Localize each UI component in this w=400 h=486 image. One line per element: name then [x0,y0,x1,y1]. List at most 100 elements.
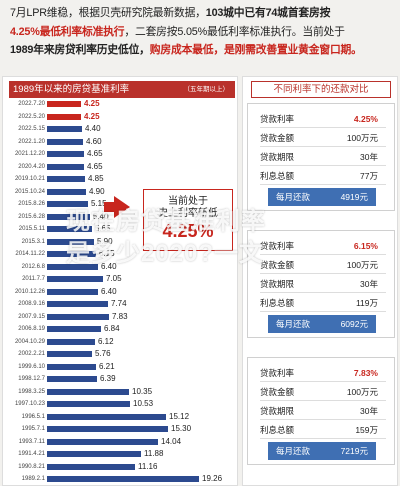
rate-bar-row: 2021.12.20 4.65 [3,149,239,159]
rate-bar-date: 1997.10.23 [14,401,45,407]
monthly-payment-label: 每月还款 [276,446,311,456]
rate-bar [47,413,166,420]
rate-bar-date: 1989.2.1 [21,476,45,482]
rate-bar-date: 1998.12.7 [18,376,45,382]
rate-bar-value: 5.15 [91,199,107,208]
rate-bar-row: 1996.5.1 15.12 [3,412,239,422]
rate-bar-value: 6.12 [98,336,114,346]
repayment-card-value: 100万元 [346,387,378,397]
rate-bar-value: 5.65 [95,224,111,233]
intro-line3-a: 1989年来房贷利率历史低位， [10,44,150,56]
rate-bar [47,163,84,170]
rate-bar-date: 2012.6.8 [21,263,45,270]
repayment-card-row: 贷款利率 7.83% [260,364,386,382]
rate-bar-date: 1993.7.11 [18,438,45,445]
monthly-payment-bar: 每月还款 7219元 [268,442,376,460]
rate-bar-row: 2022.1.20 4.60 [3,137,239,147]
rate-bar [47,188,86,195]
callout-line1: 当前处于 [168,196,208,207]
rate-bar-row: 1997.10.23 10.53 [3,399,239,409]
rate-bar-date: 2002.2.21 [18,351,45,357]
repayment-card-row: 贷款金额 100万元 [260,129,386,147]
rate-bar-row: 2015.8.26 5.15 [3,199,239,209]
repayment-card-value: 30年 [360,406,378,416]
monthly-payment-value: 7219元 [340,446,368,456]
rate-bar-row: 2015.6.28 5.40 [3,212,239,222]
repayment-card-label: 贷款金额 [260,133,295,143]
rate-bar-value: 5.40 [93,211,109,221]
repayment-card-value: 6.15% [353,241,378,251]
intro-line2-a: 4.25%最低利率标准执行 [10,25,125,38]
rate-bar-date: 2022.5.20 [18,113,45,120]
rate-history-unit: （五年期以上） [183,86,230,93]
rate-bar [47,138,83,145]
rate-bar-value: 4.60 [86,136,102,146]
rate-bar-date: 2020.4.20 [18,163,45,170]
rate-bar-value: 6.40 [101,261,117,271]
rate-bar-row: 2006.8.19 6.84 [3,324,239,334]
intro-text: 7月LPR维稳，根据贝壳研究院最新数据，103城中已有74城首套房按 4.25%… [10,4,392,60]
rate-bar-date: 2015.10.24 [14,188,45,195]
monthly-payment-label: 每月还款 [276,192,311,202]
repayment-card-value: 159万 [355,425,378,435]
rate-bar-row: 2015.5.11 5.65 [3,224,239,234]
repayment-card-label: 贷款利率 [260,368,295,378]
rate-bar-date: 2015.5.11 [18,226,45,232]
rate-bar [47,301,108,307]
watermark-line2: 是多少2020?一文 [66,240,265,267]
rate-bar-date: 2014.11.22 [15,251,45,257]
rate-bar-value: 7.83 [112,311,128,321]
rate-bar [47,338,95,345]
rate-bar-value: 11.16 [138,461,158,471]
repayment-card-label: 贷款金额 [260,387,295,397]
rate-bar-value: 6.39 [100,374,116,383]
repayment-card-value: 100万元 [346,133,378,143]
rate-bar-row: 1998.12.7 6.39 [3,374,239,384]
repayment-card-label: 利息总额 [260,171,295,181]
rate-bar-value: 11.88 [144,449,164,458]
repayment-card-row: 利息总额 77万 [260,167,386,185]
rate-bar-value: 4.90 [89,186,105,196]
rate-bar-date: 2019.10.21 [14,176,45,182]
callout-line2: 史上利率新低 [158,208,218,219]
rate-bar-value: 4.85 [88,174,104,183]
repayment-compare-title: 不同利率下的还款对比 [251,81,391,98]
rate-bar-date: 2006.8.19 [18,326,45,332]
rate-bar [47,113,81,120]
rate-bar-value: 6.15 [99,249,115,258]
rate-bar [47,126,82,132]
repayment-card-value: 100万元 [346,260,378,270]
monthly-payment-value: 6092元 [340,319,368,329]
repayment-card-value: 30年 [360,152,378,162]
rate-history-panel: 1989年以来的房贷基准利率 （五年期以上） 2022.7.20 4.25 2022… [2,76,238,486]
intro-line3-b: 购房成本最低，是刚需改善置业黄金窗口期。 [149,44,362,56]
repayment-card-value: 4.25% [353,114,378,124]
repayment-card-row: 贷款利率 4.25% [260,110,386,128]
rate-bar-row: 1995.7.1 15.30 [3,424,239,434]
rate-bar-value: 10.35 [132,386,153,396]
repayment-card-row: 贷款利率 6.15% [260,237,386,255]
rate-bar [47,438,158,445]
watermark-line1: 现在房贷基准利率 [66,208,266,235]
rate-bar-value: 4.65 [87,149,103,158]
rate-history-title: 1989年以来的房贷基准利率 （五年期以上） [9,81,235,98]
rate-bar-date: 2015.8.26 [18,201,45,207]
repayment-card: 贷款利率 6.15% 贷款金额 100万元 贷款期限 30年 利息总额 119万 每月还款 609… [247,230,395,338]
rate-bar [47,313,109,320]
rate-bar-date: 2022.1.20 [18,138,45,145]
rate-bar-row: 2022.7.20 4.25 [3,99,239,109]
rate-bar [47,276,103,282]
rate-bar-date: 2022.5.15 [18,126,45,132]
rate-bar-row: 2022.5.15 4.40 [3,124,239,134]
rate-bar [47,251,96,257]
rate-bar [47,376,97,382]
rate-bar-value: 4.25 [84,111,100,121]
rate-bar-date: 2004.10.29 [14,338,45,345]
rate-history-title-text: 1989年以来的房贷基准利率 [13,84,130,95]
rate-bar-value: 4.65 [87,161,103,171]
rate-bar-row: 2015.10.24 4.90 [3,187,239,197]
repayment-card-label: 贷款期限 [260,152,295,162]
repayment-card-value: 7.83% [353,368,378,378]
repayment-card: 贷款利率 4.25% 贷款金额 100万元 贷款期限 30年 利息总额 77万 每月还款 4919… [247,103,395,211]
rate-bar-date: 2015.3.1 [21,238,45,245]
